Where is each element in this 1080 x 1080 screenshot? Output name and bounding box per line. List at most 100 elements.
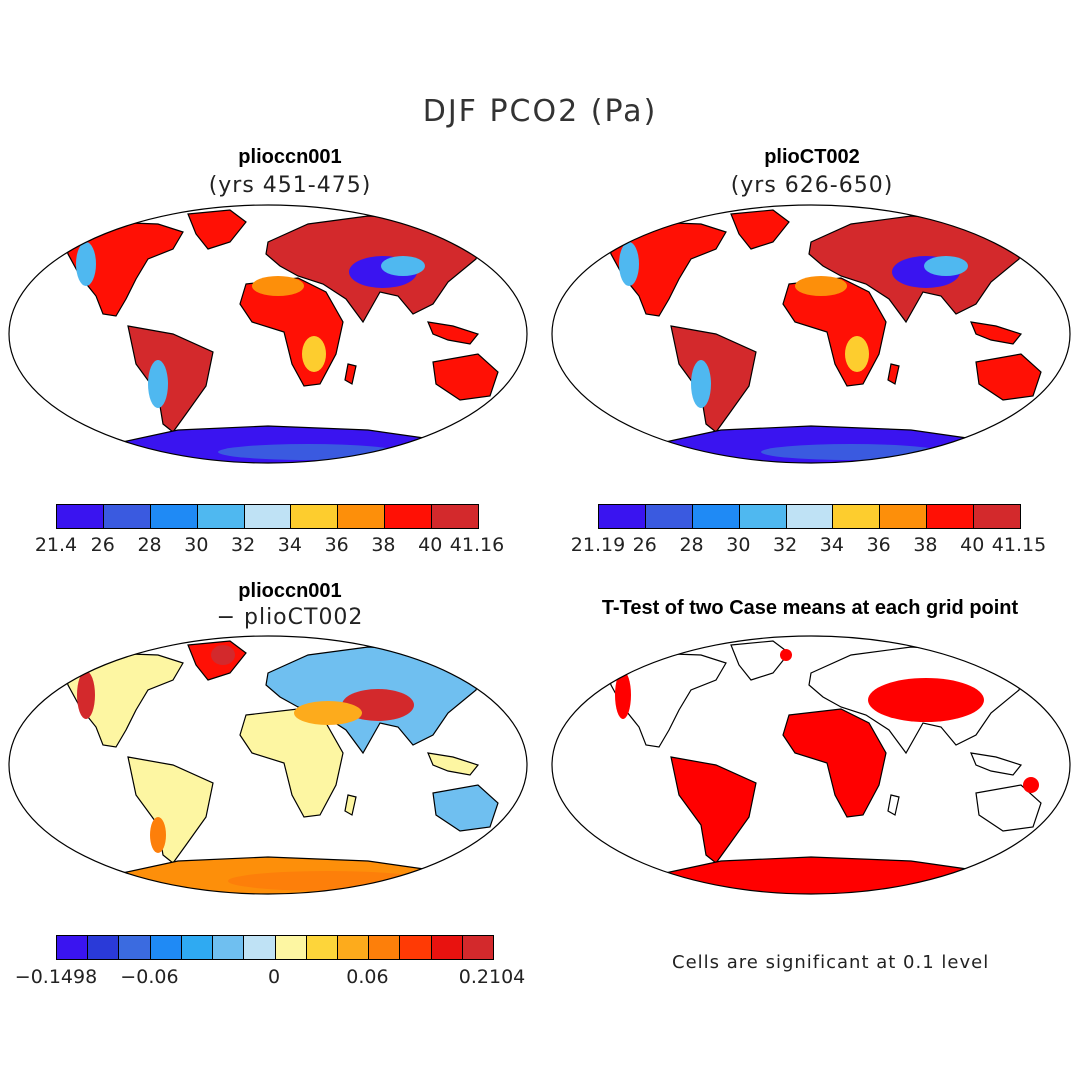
- colorbar-cell: [337, 936, 370, 959]
- colorbar-cell: [57, 505, 104, 528]
- dry-sahara-region: [795, 276, 847, 296]
- colorbar-cell: [739, 505, 787, 528]
- colorbar-tick-label: 40: [960, 534, 985, 556]
- colorbar-tick-label: 26: [632, 534, 657, 556]
- panel-1-subtitle: (yrs 451-475): [208, 173, 372, 198]
- map-border: [8, 204, 528, 464]
- positive-diff-greenland: [211, 645, 235, 665]
- low-pco2-andes-region: [691, 360, 711, 408]
- colorbar-cell: [306, 936, 338, 959]
- low-pco2-rockies-region: [76, 242, 96, 286]
- colorbar-cell: [150, 936, 182, 959]
- panel-4-title: T-Test of two Case means at each grid po…: [601, 597, 1019, 619]
- madagascar-landmass: [344, 363, 357, 385]
- colorbar-tick-label: 34: [819, 534, 844, 556]
- colorbar-cell: [244, 936, 276, 959]
- colorbar-cell: [692, 505, 740, 528]
- colorbar-cell: [400, 936, 432, 959]
- colorbar-tick-label: 34: [277, 534, 302, 556]
- map-panel-4: [551, 635, 1071, 895]
- colorbar-cell: [150, 505, 198, 528]
- colorbar-tick-label: 32: [231, 534, 256, 556]
- colorbar-cell: [833, 505, 881, 528]
- colorbar-cell: [275, 936, 307, 959]
- colorbar-cell: [369, 936, 401, 959]
- colorbar-cell: [338, 505, 386, 528]
- world-map-svg: [551, 204, 1071, 464]
- map-border: [551, 635, 1071, 895]
- australia-landmass: [432, 353, 499, 401]
- positive-diff-middle-east: [294, 701, 362, 725]
- seAsia-landmass: [970, 321, 1023, 345]
- colorbar-cell: [119, 936, 151, 959]
- colorbar-cell: [974, 505, 1021, 528]
- colorbar-tick-label: 28: [679, 534, 704, 556]
- colorbar-panel-1: [56, 504, 479, 529]
- dry-sahara-region: [252, 276, 304, 296]
- colorbar-tick-label: 21.4: [34, 534, 78, 556]
- colorbar-panel-3: [56, 935, 494, 960]
- positive-diff-rockies-region: [77, 671, 95, 719]
- colorbar-tick-label: 41.15: [991, 534, 1047, 556]
- map-panel-3: [8, 635, 528, 895]
- colorbar-tick-label: 40: [418, 534, 443, 556]
- colorbar-tick-label: 26: [90, 534, 115, 556]
- colorbar-cell: [213, 936, 245, 959]
- colorbar-tick-label: −0.06: [120, 966, 179, 988]
- panel-3-title: plioccn001: [238, 580, 342, 602]
- greenland-landmass: [730, 209, 790, 250]
- panel-3-subtitle: − plioCT002: [216, 605, 364, 630]
- madagascar-landmass: [887, 363, 900, 385]
- significant-cells-rockies: [615, 671, 631, 719]
- seAsia-landmass: [427, 321, 480, 345]
- colorbar-tick-label: 30: [184, 534, 209, 556]
- colorbar-tick-label: 0.2104: [458, 966, 526, 988]
- dry-southern-africa-region: [845, 336, 869, 372]
- colorbar-panel-2: [598, 504, 1021, 529]
- world-map-svg: [8, 635, 528, 895]
- colorbar-cell: [599, 505, 646, 528]
- figure-title: DJF PCO2 (Pa): [422, 94, 658, 129]
- southAmerica-landmass: [670, 756, 757, 864]
- panel-2-subtitle: (yrs 626-650): [730, 173, 894, 198]
- madagascar-landmass: [344, 794, 357, 816]
- positive-diff-andes: [150, 817, 166, 853]
- colorbar-cell: [927, 505, 975, 528]
- colorbar-tick-label: 36: [866, 534, 891, 556]
- colorbar-cell: [645, 505, 693, 528]
- southAmerica-landmass: [670, 325, 757, 433]
- colorbar-cell: [197, 505, 245, 528]
- low-pco2-tibet-edge: [381, 256, 425, 276]
- world-map-svg: [551, 635, 1071, 895]
- colorbar-tick-label: 32: [773, 534, 798, 556]
- colorbar-tick-label: 38: [913, 534, 938, 556]
- seAsia-landmass: [427, 752, 480, 776]
- colorbar-tick-label: 30: [726, 534, 751, 556]
- colorbar-cell: [431, 936, 463, 959]
- colorbar-cell: [880, 505, 928, 528]
- colorbar-panel-1-labels: 21.4 26 28 30 32 34 36 38 40 41.16: [35, 534, 504, 558]
- colorbar-cell: [432, 505, 479, 528]
- seAsia-landmass: [970, 752, 1023, 776]
- australia-landmass: [975, 784, 1042, 832]
- map-panel-1: [8, 204, 528, 464]
- madagascar-landmass: [887, 794, 900, 816]
- colorbar-cell: [385, 505, 433, 528]
- colorbar-tick-label: 38: [371, 534, 396, 556]
- colorbar-tick-label: 0.06: [346, 966, 389, 988]
- australia-landmass: [975, 353, 1042, 401]
- colorbar-tick-label: −0.1498: [14, 966, 98, 988]
- colorbar-tick-label: 41.16: [449, 534, 505, 556]
- colorbar-cell: [244, 505, 292, 528]
- significance-note: Cells are significant at 0.1 level: [672, 952, 990, 973]
- map-border: [8, 635, 528, 895]
- significant-cells-greenland: [780, 649, 792, 661]
- greenland-landmass: [730, 640, 790, 681]
- low-pco2-rockies-region: [619, 242, 639, 286]
- panel-2-title: plioCT002: [764, 146, 860, 168]
- map-border: [551, 204, 1071, 464]
- colorbar-cell: [462, 936, 494, 959]
- colorbar-cell: [88, 936, 120, 959]
- greenland-landmass: [187, 209, 247, 250]
- colorbar-cell: [786, 505, 834, 528]
